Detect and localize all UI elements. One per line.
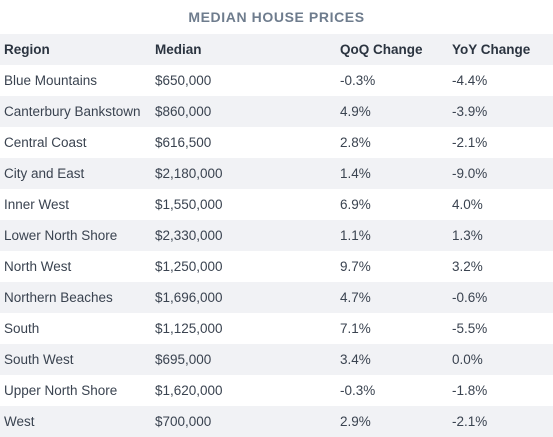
yoy-change-cell: -9.0% — [448, 158, 553, 189]
median-cell: $1,550,000 — [155, 197, 223, 212]
yoy-change-cell: -4.4% — [452, 73, 488, 88]
qoq-change-cell: 7.1% — [340, 321, 371, 336]
median-cell: $1,620,000 — [155, 383, 223, 398]
region-cell: Lower North Shore — [0, 220, 151, 251]
qoq-change-cell: 3.4% — [336, 344, 448, 375]
median-cell: $616,500 — [155, 135, 212, 150]
region-cell: Inner West — [4, 197, 70, 212]
column-header-median: Median — [151, 34, 336, 65]
qoq-change-cell: 6.9% — [340, 197, 371, 212]
qoq-change-cell: -0.3% — [340, 383, 376, 398]
region-cell: North West — [4, 259, 72, 274]
column-header-region: Region — [0, 34, 151, 65]
region-cell: City and East — [0, 158, 151, 189]
table-body: Blue Mountains $650,000 -0.3% -4.4% Canterbu… — [0, 65, 553, 437]
yoy-change-cell: -5.5% — [452, 321, 488, 336]
median-cell: $2,180,000 — [151, 158, 336, 189]
qoq-change-cell: 4.7% — [336, 282, 448, 313]
median-cell: $1,125,000 — [155, 321, 223, 336]
column-header-yoy-change: YoY Change — [448, 34, 553, 65]
table-row: South West $695,000 3.4% 0.0% — [0, 344, 553, 375]
table-row: Central Coast $616,500 2.8% -2.1% — [0, 127, 553, 158]
table-row: South $1,125,000 7.1% -5.5% — [0, 313, 553, 344]
median-cell: $1,250,000 — [155, 259, 223, 274]
region-cell: Northern Beaches — [0, 282, 151, 313]
region-cell: West — [0, 406, 151, 437]
qoq-change-cell: -0.3% — [340, 73, 376, 88]
yoy-change-cell: -0.6% — [448, 282, 553, 313]
median-cell: $860,000 — [151, 96, 336, 127]
yoy-change-cell: 0.0% — [448, 344, 553, 375]
yoy-change-cell: 4.0% — [452, 197, 483, 212]
qoq-change-cell: 4.9% — [336, 96, 448, 127]
table-row: North West $1,250,000 9.7% 3.2% — [0, 251, 553, 282]
median-cell: $650,000 — [155, 73, 212, 88]
region-cell: South — [4, 321, 40, 336]
table-row: Blue Mountains $650,000 -0.3% -4.4% — [0, 65, 553, 96]
table-row: Lower North Shore $2,330,000 1.1% 1.3% — [0, 220, 553, 251]
table-row: Canterbury Bankstown $860,000 4.9% -3.9% — [0, 96, 553, 127]
median-cell: $700,000 — [151, 406, 336, 437]
qoq-change-cell: 9.7% — [340, 259, 371, 274]
region-cell: Upper North Shore — [4, 383, 118, 398]
qoq-change-cell: 2.8% — [340, 135, 371, 150]
table-row: Upper North Shore $1,620,000 -0.3% -1.8% — [0, 375, 553, 406]
yoy-change-cell: -1.8% — [452, 383, 488, 398]
yoy-change-cell: -3.9% — [448, 96, 553, 127]
table-row: Inner West $1,550,000 6.9% 4.0% — [0, 189, 553, 220]
yoy-change-cell: 3.2% — [452, 259, 483, 274]
yoy-change-cell: -2.1% — [452, 135, 488, 150]
yoy-change-cell: -2.1% — [448, 406, 553, 437]
median-cell: $2,330,000 — [151, 220, 336, 251]
median-cell: $1,696,000 — [151, 282, 336, 313]
median-prices-table: Region Median QoQ Change YoY Change Blue… — [0, 34, 553, 437]
region-cell: Blue Mountains — [4, 73, 98, 88]
median-cell: $695,000 — [151, 344, 336, 375]
yoy-change-cell: 1.3% — [448, 220, 553, 251]
region-cell: Canterbury Bankstown — [0, 96, 151, 127]
column-header-qoq-change: QoQ Change — [336, 34, 448, 65]
qoq-change-cell: 1.4% — [336, 158, 448, 189]
table-row: West $700,000 2.9% -2.1% — [0, 406, 553, 437]
header-row: Region Median QoQ Change YoY Change — [0, 34, 553, 65]
region-cell: Central Coast — [4, 135, 87, 150]
table-row: City and East $2,180,000 1.4% -9.0% — [0, 158, 553, 189]
region-cell: South West — [0, 344, 151, 375]
qoq-change-cell: 1.1% — [336, 220, 448, 251]
qoq-change-cell: 2.9% — [336, 406, 448, 437]
table-title: MEDIAN HOUSE PRICES — [188, 9, 365, 25]
table-row: Northern Beaches $1,696,000 4.7% -0.6% — [0, 282, 553, 313]
